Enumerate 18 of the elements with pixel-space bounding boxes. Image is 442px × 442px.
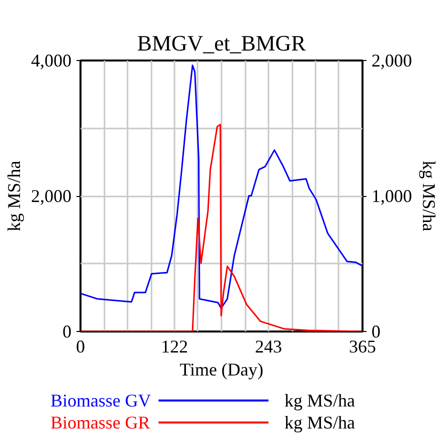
y2-tick-label: 1,000 bbox=[372, 186, 412, 206]
x-axis-title: Time (Day) bbox=[180, 360, 264, 380]
text: kg MS/ha bbox=[284, 412, 356, 432]
y-tick-label: 0 bbox=[62, 322, 72, 342]
y2-axis-title: kg MS/ha bbox=[419, 160, 439, 232]
x-tick-label: 0 bbox=[76, 336, 85, 356]
y-tick-label: 4,000 bbox=[31, 50, 72, 70]
line-series bbox=[80, 64, 362, 310]
y2-tick-label: 2,000 bbox=[372, 50, 412, 70]
text: Biomasse GR bbox=[50, 412, 150, 432]
line-series bbox=[80, 124, 362, 332]
y-axis-title: kg MS/ha bbox=[4, 160, 24, 232]
text: kg MS/ha bbox=[284, 390, 356, 410]
x-tick-label: 122 bbox=[161, 336, 188, 356]
y-tick-label: 2,000 bbox=[31, 186, 72, 206]
chart-title: BMGV_et_BMGR bbox=[137, 30, 306, 56]
x-tick-label: 243 bbox=[254, 336, 282, 356]
text: Biomasse GV bbox=[50, 390, 151, 410]
